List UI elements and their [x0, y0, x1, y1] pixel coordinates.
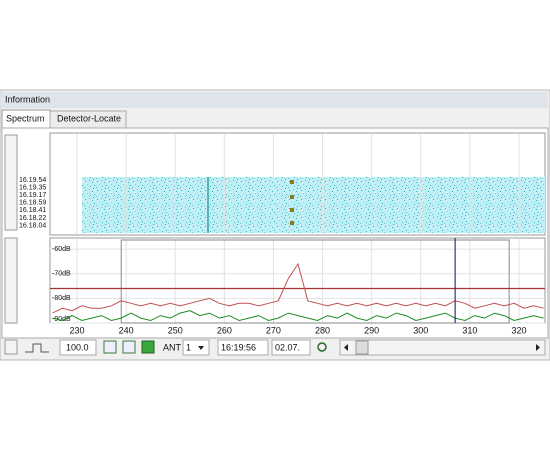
x-tick-label: 320: [511, 325, 526, 335]
y-tick-label: -70dB: [52, 271, 71, 278]
time-label: 16.19.54: [19, 177, 46, 184]
x-tick-label: 270: [266, 325, 281, 335]
spectrum-panel: [49, 237, 546, 324]
tab-label[interactable]: Detector-Locate: [57, 113, 121, 123]
tab-label[interactable]: Spectrum: [6, 113, 45, 123]
slider[interactable]: [4, 134, 18, 231]
trace: [52, 262, 544, 314]
ant-value[interactable]: 1: [186, 342, 191, 352]
scrollbar[interactable]: [339, 339, 546, 356]
x-tick-label: 300: [413, 325, 428, 335]
toolbar: 100.0 ANT 1 16:19:56 02.07.: [4, 339, 546, 356]
waterfall-peak: [290, 195, 294, 199]
time-label: 16.19.17: [19, 192, 46, 199]
selection-box: [120, 239, 510, 324]
ant-select[interactable]: [182, 339, 210, 356]
time-label: 16.18.41: [19, 207, 46, 214]
waterfall-image: [82, 177, 545, 233]
y-tick-label: -90dB: [52, 316, 71, 323]
x-tick-label: 230: [69, 325, 84, 335]
tool-button[interactable]: [122, 340, 136, 354]
tool-button[interactable]: [141, 340, 155, 354]
icon: [25, 343, 49, 353]
y-tick-label: -80dB: [52, 295, 71, 302]
x-tick-label: 280: [315, 325, 330, 335]
time-value[interactable]: 16:19:56: [221, 342, 256, 352]
time-label: 16.18.04: [19, 222, 46, 229]
window-title: Information: [5, 94, 50, 104]
time-label: 16.18.22: [19, 215, 46, 222]
time-label: 16.18.59: [19, 200, 46, 207]
x-tick-label: 240: [119, 325, 134, 335]
waterfall-peak: [290, 180, 294, 184]
x-tick-label: 260: [217, 325, 232, 335]
zoom-field[interactable]: [59, 339, 97, 356]
tool-button[interactable]: [103, 340, 117, 354]
trace: [52, 310, 544, 322]
date-value[interactable]: 02.07.: [275, 342, 300, 352]
ant-label: ANT: [163, 342, 182, 352]
zoom-value[interactable]: 100.0: [66, 342, 89, 352]
x-tick-label: 310: [462, 325, 477, 335]
date-field[interactable]: [271, 339, 311, 356]
waterfall-line: [207, 177, 209, 233]
scroll-thumb[interactable]: [355, 340, 369, 355]
title-bar: [0, 92, 548, 108]
x-tick-label: 290: [364, 325, 379, 335]
waterfall-peak: [290, 208, 294, 212]
time-field[interactable]: [217, 339, 269, 356]
spin-button[interactable]: [4, 339, 18, 355]
x-tick-label: 250: [168, 325, 183, 335]
slider[interactable]: [4, 237, 18, 324]
y-tick-label: -60dB: [52, 246, 71, 253]
zoom-icon[interactable]: [317, 342, 327, 352]
dropdown-arrow: [198, 346, 204, 350]
time-label: 16.19.35: [19, 184, 46, 191]
waterfall-peak: [290, 221, 294, 225]
